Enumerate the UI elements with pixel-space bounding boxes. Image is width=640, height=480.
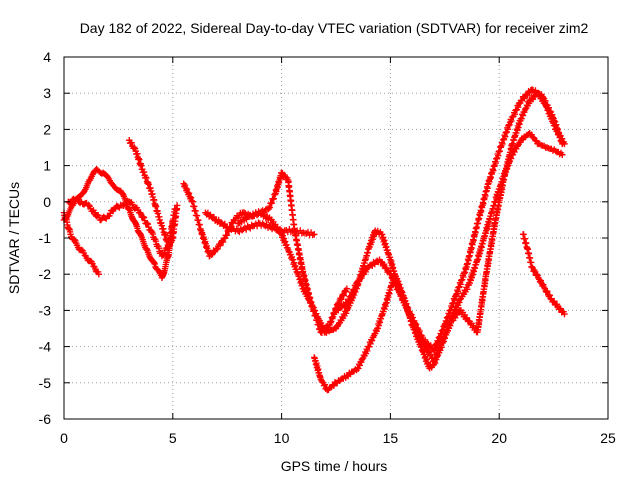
y-axis-label: SDTVAR / TECUs (6, 182, 22, 294)
data-series-track-f (202, 209, 318, 239)
y-tick-label: 2 (43, 121, 51, 137)
data-point (526, 97, 533, 104)
x-tick-label: 0 (60, 430, 68, 446)
data-series-trail (334, 86, 565, 353)
y-tick-label: -5 (39, 375, 52, 391)
x-axis-label: GPS time / hours (281, 458, 388, 474)
tick-layer (63, 56, 609, 420)
data-series-trail (61, 212, 102, 276)
y-tick-label: -1 (39, 230, 52, 246)
data-series-trail (181, 169, 350, 336)
y-tick-label: -6 (39, 411, 52, 427)
data-series-track-a (60, 166, 176, 282)
y-tick-label: -2 (39, 266, 52, 282)
data-series-trail (520, 231, 567, 316)
chart-title: Day 182 of 2022, Sidereal Day-to-day VTE… (80, 20, 589, 36)
y-tick-label: -4 (39, 339, 52, 355)
y-tick-label: 0 (43, 194, 51, 210)
x-tick-label: 25 (600, 430, 616, 446)
x-tick-label: 5 (169, 430, 177, 446)
data-series-track-b (60, 209, 103, 278)
y-tick-label: 4 (43, 49, 51, 65)
data-series-track-j (519, 231, 568, 318)
y-tick-label: 3 (43, 85, 51, 101)
data-series-trail (126, 139, 178, 249)
data-series-track-i (332, 86, 566, 354)
data-layer (60, 86, 568, 394)
data-series-track-e (180, 169, 351, 336)
x-tick-label: 15 (383, 430, 399, 446)
x-tick-label: 10 (274, 430, 290, 446)
y-tick-label: 1 (43, 158, 51, 174)
y-tick-label: -3 (39, 302, 52, 318)
label-layer: 0 5 10 15 20 25 -6 -5 -4 -3 -2 -1 0 1 2 3 4 (39, 49, 616, 446)
data-series-track-d (126, 137, 179, 249)
x-tick-label: 20 (491, 430, 507, 446)
data-series-track-g (234, 129, 566, 365)
